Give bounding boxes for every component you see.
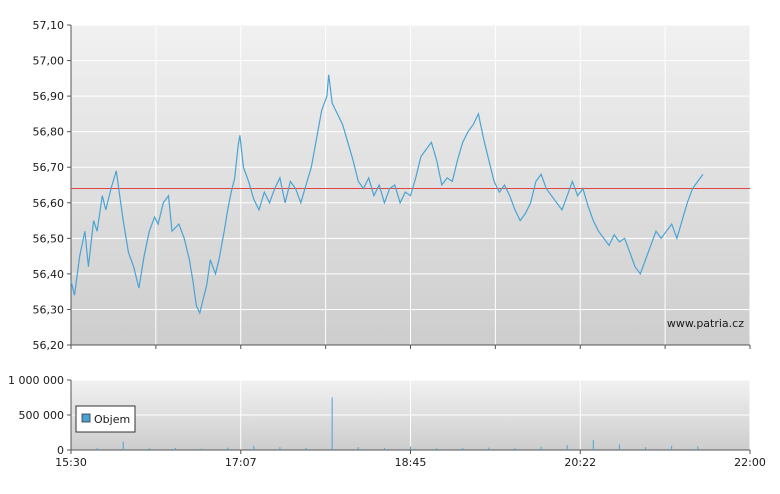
volume-bars <box>96 397 699 450</box>
volume-x-ticks: 15:30 17:07 18:45 20:22 22:00 <box>55 450 766 469</box>
volume-x-tick-label: 17:07 <box>225 456 257 469</box>
price-y-tick-label: 56,20 <box>33 339 65 352</box>
volume-x-tick-label: 22:00 <box>734 456 766 469</box>
price-series-line <box>70 74 704 315</box>
volume-x-tick-label: 20:22 <box>564 456 596 469</box>
volume-y-tick-label: 0 <box>57 444 64 457</box>
volume-x-tick-label: 15:30 <box>55 456 87 469</box>
volume-gridlines <box>71 379 751 450</box>
volume-y-tick-label: 500 000 <box>19 409 65 422</box>
price-y-ticks: 56,20 56,30 56,40 56,50 56,60 56,70 56,80 56,90… <box>33 19 71 352</box>
volume-y-ticks: 0 500 000 1 000 000 <box>8 374 71 457</box>
volume-legend: Objem <box>75 405 136 433</box>
price-x-ticks <box>70 345 751 349</box>
price-y-tick-label: 56,30 <box>33 303 65 316</box>
price-y-tick-label: 57,00 <box>33 55 65 68</box>
legend-label: Objem <box>94 413 130 426</box>
price-y-tick-label: 56,60 <box>33 197 65 210</box>
volume-x-tick-label: 18:45 <box>395 456 427 469</box>
price-y-tick-label: 56,50 <box>33 232 65 245</box>
price-y-tick-label: 56,80 <box>33 126 65 139</box>
watermark: www.patria.cz <box>667 317 744 330</box>
volume-y-tick-label: 1 000 000 <box>8 374 64 387</box>
price-y-tick-label: 56,70 <box>33 161 65 174</box>
legend-swatch <box>81 413 91 423</box>
price-y-tick-label: 57,10 <box>33 19 65 32</box>
price-y-tick-label: 56,90 <box>33 90 65 103</box>
price-y-tick-label: 56,40 <box>33 268 65 281</box>
